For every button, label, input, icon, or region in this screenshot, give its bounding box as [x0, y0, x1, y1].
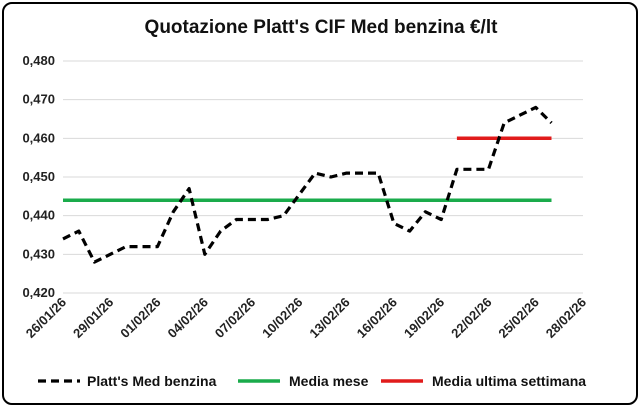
series-layer: [62, 105, 553, 264]
x-tick-label: 07/02/26: [212, 295, 258, 341]
legend: Platt's Med benzina Media mese Media ultim…: [38, 373, 586, 389]
grid-layer: [63, 60, 583, 294]
x-tick-label: 29/01/26: [70, 295, 116, 341]
y-tick-label: 0,440: [22, 208, 55, 223]
y-axis-ticks: 0,420 0,430 0,440 0,450 0,460 0,470 0,480: [22, 53, 55, 300]
x-tick-label: 28/02/26: [543, 295, 589, 341]
x-tick-label: 19/02/26: [401, 295, 447, 341]
y-tick-label: 0,470: [22, 92, 55, 107]
legend-label-2: Media ultima settimana: [432, 373, 586, 389]
y-tick-label: 0,420: [22, 285, 55, 300]
chart-title: Quotazione Platt's CIF Med benzina €/lt: [145, 17, 499, 38]
legend-label-0: Platt's Med benzina: [87, 373, 217, 389]
series-line-0: [62, 105, 553, 264]
y-tick-label: 0,450: [22, 169, 55, 184]
x-tick-label: 26/01/26: [23, 295, 69, 341]
y-tick-label: 0,480: [22, 53, 55, 68]
y-tick-label: 0,430: [22, 246, 55, 261]
chart-frame: [2, 2, 638, 405]
x-tick-label: 01/02/26: [117, 295, 163, 341]
y-tick-label: 0,460: [22, 130, 55, 145]
x-tick-label: 04/02/26: [165, 295, 211, 341]
x-tick-label: 16/02/26: [354, 295, 400, 341]
legend-label-1: Media mese: [289, 373, 369, 389]
x-tick-label: 10/02/26: [259, 295, 305, 341]
x-tick-label: 13/02/26: [306, 295, 352, 341]
x-axis-ticks: 26/01/26 29/01/26 01/02/26 04/02/26 07/02/26…: [23, 295, 589, 341]
x-tick-label: 22/02/26: [448, 295, 494, 341]
x-tick-label: 25/02/26: [495, 295, 541, 341]
